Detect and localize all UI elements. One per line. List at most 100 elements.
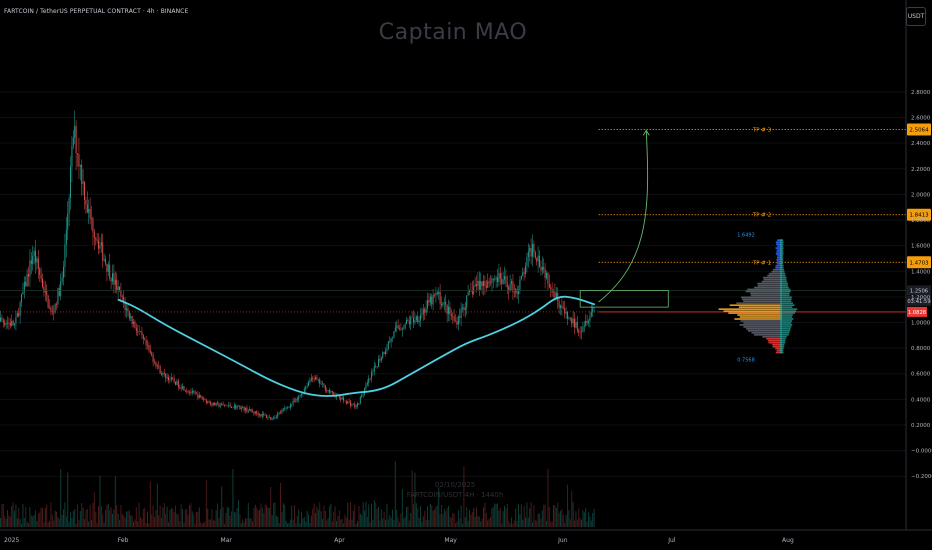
candle-body xyxy=(246,407,248,412)
candle xyxy=(114,271,116,293)
candle-body xyxy=(70,166,72,199)
profile-bar xyxy=(776,249,782,251)
candle xyxy=(18,307,20,318)
volume-bar xyxy=(460,505,462,527)
profile-bar xyxy=(776,349,782,352)
candle xyxy=(408,315,410,328)
candle-body xyxy=(526,257,528,267)
candle-body xyxy=(299,395,301,397)
candle-body xyxy=(359,397,361,404)
candle xyxy=(296,396,298,403)
volume-bar xyxy=(582,510,584,527)
volume-bar xyxy=(151,514,153,527)
candle xyxy=(369,378,371,381)
candle xyxy=(22,283,24,295)
candle-body xyxy=(578,330,580,333)
candle-body xyxy=(480,281,482,290)
candle xyxy=(366,379,368,387)
y-tick-label: 1.6000 xyxy=(911,244,931,250)
volume-bar xyxy=(43,522,45,527)
volume-bar xyxy=(168,522,170,527)
candle-body xyxy=(529,247,531,252)
volume-bar xyxy=(148,523,150,527)
candle-body xyxy=(256,411,258,414)
candle-body xyxy=(579,332,581,333)
candle-body xyxy=(306,386,308,388)
volume-bar xyxy=(256,507,258,527)
volume-bar xyxy=(488,518,490,527)
candle xyxy=(7,316,9,329)
volume-bar xyxy=(75,523,77,527)
volume-bar xyxy=(477,515,479,527)
volume-bar xyxy=(417,508,419,527)
candle-body xyxy=(114,279,116,285)
volume-bar xyxy=(89,504,91,527)
profile-bar xyxy=(775,243,782,245)
volume-bar xyxy=(376,508,378,527)
volume-bar xyxy=(12,502,14,527)
volume-bar xyxy=(193,514,195,527)
y-tick-label: 0.4000 xyxy=(911,397,931,403)
candle-body xyxy=(95,237,97,240)
candle xyxy=(246,404,248,414)
candle xyxy=(138,324,140,336)
volume-bar xyxy=(208,519,210,527)
candle-body xyxy=(568,317,570,319)
x-tick-label: Mar xyxy=(221,537,233,544)
volume-bar xyxy=(282,503,284,527)
candle-body xyxy=(403,328,405,329)
volume-bar xyxy=(459,518,461,527)
candle-body xyxy=(233,405,235,408)
candle-body xyxy=(15,317,17,324)
candle-body xyxy=(198,395,200,399)
y-tick-label: 2.2000 xyxy=(911,167,931,173)
candle-body xyxy=(134,321,136,328)
candle-body xyxy=(389,341,391,343)
volume-bar xyxy=(74,508,76,527)
candle-body xyxy=(4,322,6,325)
candle xyxy=(148,341,150,353)
candle-body xyxy=(176,380,178,385)
candle xyxy=(179,384,181,390)
currency-button[interactable]: USDT xyxy=(906,7,926,26)
profile-bar-right xyxy=(780,345,785,348)
volume-bar xyxy=(329,506,331,527)
volume-bar xyxy=(130,515,132,527)
volume-bar xyxy=(331,521,333,527)
profile-bar-right xyxy=(780,318,794,320)
symbol-title: FARTCOIN / TetherUS PERPETUAL CONTRACT ·… xyxy=(4,8,189,15)
candle-body xyxy=(592,308,594,313)
profile-bar-right xyxy=(780,253,784,255)
candle-body xyxy=(571,318,573,324)
volume-bar xyxy=(203,522,205,527)
volume-bar xyxy=(393,519,395,527)
candle xyxy=(99,236,101,254)
volume-bar xyxy=(28,523,30,527)
candle-body xyxy=(541,266,543,271)
profile-bar xyxy=(754,286,782,289)
candle-body xyxy=(11,320,13,326)
candle xyxy=(173,374,175,384)
candle xyxy=(418,316,420,327)
candle xyxy=(548,274,550,289)
candle xyxy=(431,293,433,309)
candle xyxy=(376,366,378,369)
candle xyxy=(299,394,301,398)
volume-bar xyxy=(362,502,364,527)
candle xyxy=(247,409,249,414)
volume-bar xyxy=(201,523,203,527)
candle xyxy=(208,400,210,404)
candle xyxy=(534,250,536,260)
volume-bar xyxy=(243,522,245,527)
profile-bar-right xyxy=(780,316,793,318)
volume-bar xyxy=(389,514,391,527)
candle-body xyxy=(229,404,231,407)
candle xyxy=(196,391,198,395)
volume-bar xyxy=(67,472,69,527)
candle-body xyxy=(12,320,14,326)
candle xyxy=(326,387,328,394)
moving-average xyxy=(117,295,596,397)
candle-body xyxy=(166,377,168,379)
candle xyxy=(506,275,508,295)
